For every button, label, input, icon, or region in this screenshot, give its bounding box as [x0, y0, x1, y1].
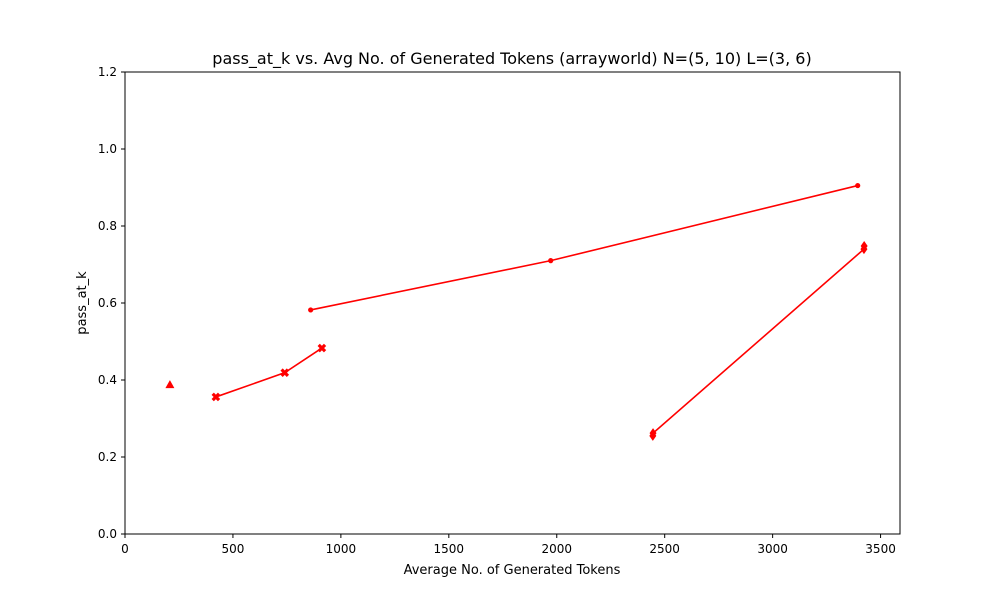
y-tick-label: 1.2	[98, 65, 117, 79]
y-tick-label: 0.8	[98, 219, 117, 233]
y-tick-label: 0.0	[98, 527, 117, 541]
x-tick-label: 500	[221, 542, 244, 556]
x-tick-label: 0	[121, 542, 129, 556]
y-tick-label: 0.4	[98, 373, 117, 387]
x-tick-label: 2000	[541, 542, 572, 556]
x-tick-label: 2500	[649, 542, 680, 556]
x-tick-label: 3500	[865, 542, 896, 556]
x-tick-label: 3000	[757, 542, 788, 556]
y-tick-label: 0.2	[98, 450, 117, 464]
chart-title: pass_at_k vs. Avg No. of Generated Token…	[212, 49, 811, 69]
series-3-point	[548, 258, 553, 263]
x-tick-label: 1000	[326, 542, 357, 556]
y-axis-label: pass_at_k	[75, 271, 90, 335]
series-3-point	[308, 307, 313, 312]
plot-area	[125, 72, 900, 534]
x-axis-label: Average No. of Generated Tokens	[404, 563, 621, 578]
y-tick-label: 1.0	[98, 142, 117, 156]
y-tick-label: 0.6	[98, 296, 117, 310]
x-tick-label: 1500	[434, 542, 465, 556]
series-3-point	[855, 183, 860, 188]
